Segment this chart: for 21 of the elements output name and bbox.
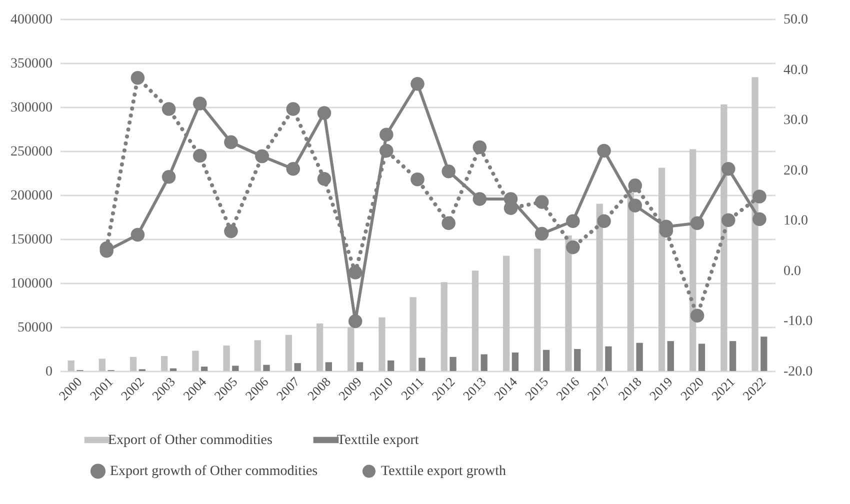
y-tick-label: 100000 xyxy=(10,276,52,292)
y-tick-label: 150000 xyxy=(10,232,52,248)
y2-tick-label: 40.0 xyxy=(784,62,808,78)
y-tick-label: 350000 xyxy=(10,56,52,72)
legend-label: Texttile export xyxy=(337,433,419,448)
y2-tick-label: 0.0 xyxy=(784,264,801,279)
legend-label: Export growth of Other commodities xyxy=(110,464,318,480)
y-tick-label: 50000 xyxy=(18,320,52,336)
y-tick-label: 0 xyxy=(46,364,52,380)
legend-label: Texttile export growth xyxy=(381,464,506,480)
y2-tick-label: 20.0 xyxy=(784,163,808,178)
y-tick-label: 200000 xyxy=(10,188,52,204)
y2-tick-label: 10.0 xyxy=(784,214,808,229)
legend-label: Export of Other commodities xyxy=(108,433,272,448)
y2-tick-label: -20.0 xyxy=(784,364,813,380)
y-tick-label: 250000 xyxy=(10,144,52,160)
y-tick-label: 300000 xyxy=(10,100,52,116)
y2-tick-label: -10.0 xyxy=(784,314,813,330)
y-tick-label: 400000 xyxy=(10,12,52,28)
y2-tick-label: 50.0 xyxy=(784,12,808,28)
y2-tick-label: 30.0 xyxy=(784,113,808,128)
